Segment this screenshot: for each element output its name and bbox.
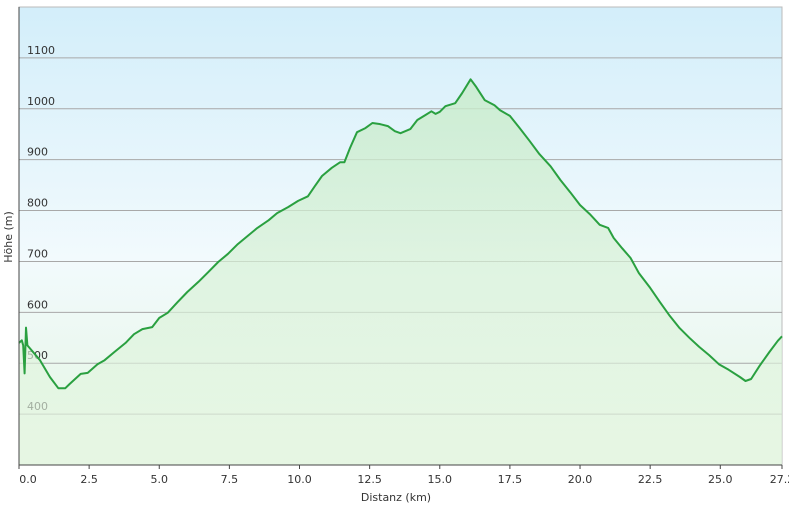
area-fill: [19, 79, 782, 466]
x-tick-label: 7.5: [221, 473, 239, 486]
x-tick-label: 17.5: [498, 473, 523, 486]
x-tick-label: 2.5: [80, 473, 98, 486]
y-axis-label: Höhe (m): [2, 211, 15, 263]
x-axis-label: Distanz (km): [361, 491, 431, 504]
x-tick-label: 22.5: [638, 473, 663, 486]
x-tick-label: 12.5: [357, 473, 382, 486]
y-tick-label: 1100: [27, 44, 55, 57]
x-tick-label: 20.0: [568, 473, 593, 486]
y-tick-label: 800: [27, 197, 48, 210]
profile-line: [18, 78, 783, 390]
x-tick-label: 15.0: [428, 473, 453, 486]
y-tick-label: 1000: [27, 95, 55, 108]
x-tick-label: 27.2: [770, 473, 789, 486]
y-tick-label: 600: [27, 298, 48, 311]
y-tick-label: 900: [27, 146, 48, 159]
x-tick-label: 5.0: [151, 473, 169, 486]
x-tick-label: 0.0: [19, 473, 37, 486]
x-tick-label: 10.0: [287, 473, 312, 486]
y-tick-label: 700: [27, 247, 48, 260]
x-tick-label: 25.0: [708, 473, 733, 486]
